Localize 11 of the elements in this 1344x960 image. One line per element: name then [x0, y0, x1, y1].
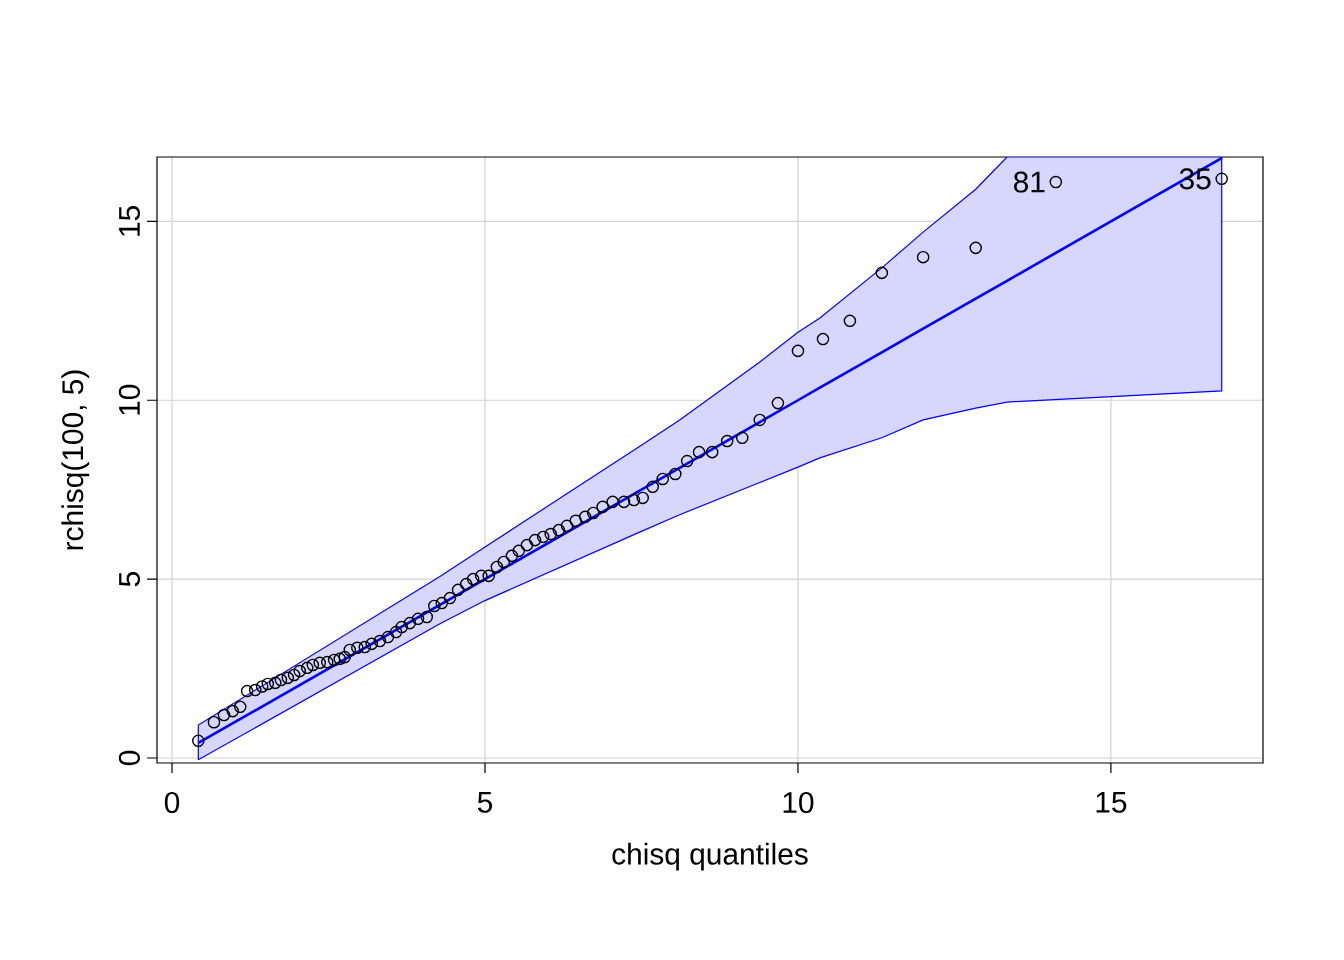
x-tick-label: 0: [164, 791, 180, 814]
annotation: 81: [1013, 171, 1045, 193]
y-tick-label: 5: [119, 572, 140, 587]
y-tick-label: 15: [119, 206, 140, 236]
x-axis-title: chisq quantiles: [612, 842, 808, 871]
x-tick-label: 15: [1096, 791, 1127, 813]
y-axis-title: rchisq(100, 5): [61, 370, 90, 550]
y-tick-label: 0: [118, 750, 140, 766]
x-tick-label: 5: [477, 791, 493, 813]
y-tick-label: 10: [118, 384, 140, 415]
x-tick-label: 10: [783, 791, 814, 814]
